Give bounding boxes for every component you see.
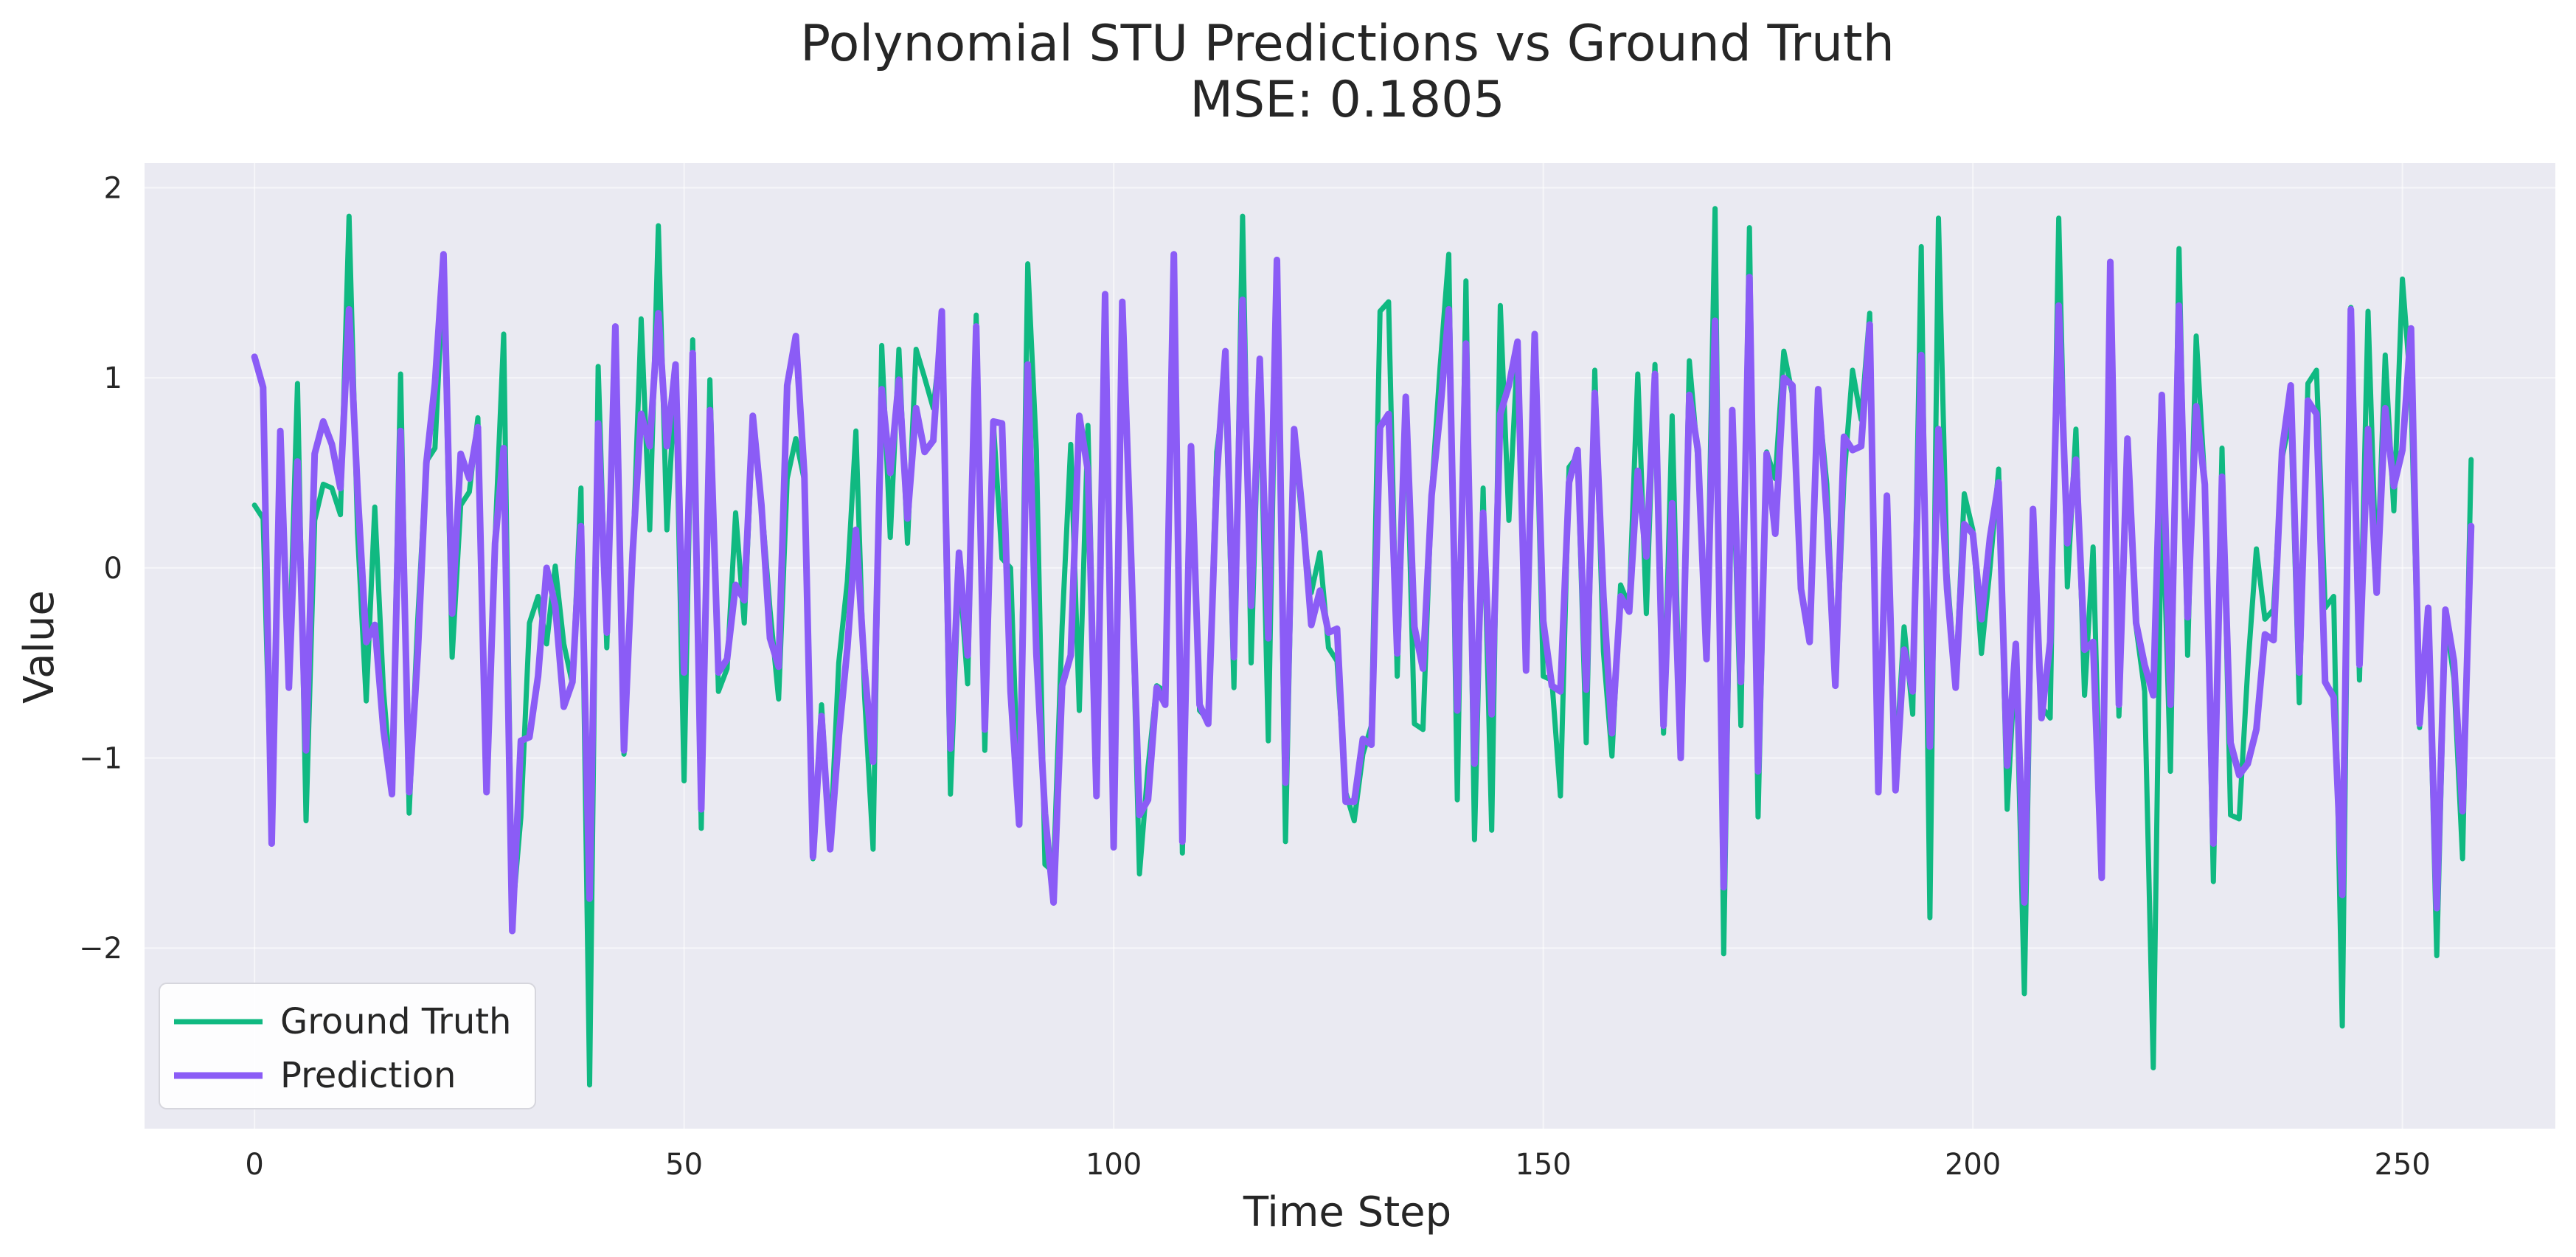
legend: Ground Truth Prediction bbox=[159, 983, 536, 1109]
x-tick-label: 150 bbox=[1515, 1148, 1571, 1182]
y-tick-label: −2 bbox=[79, 932, 122, 966]
y-tick-label: 1 bbox=[104, 361, 122, 395]
x-tick-label: 250 bbox=[2374, 1148, 2430, 1182]
x-tick-label: 50 bbox=[665, 1148, 703, 1182]
chart-title-line: Polynomial STU Predictions vs Ground Tru… bbox=[800, 15, 1895, 73]
x-tick-label: 100 bbox=[1086, 1148, 1142, 1182]
y-tick-label: −1 bbox=[79, 742, 122, 776]
x-tick-label: 0 bbox=[245, 1148, 263, 1182]
y-tick-label: 0 bbox=[104, 552, 122, 586]
y-axis-label: Value bbox=[15, 590, 63, 704]
prediction-line bbox=[251, 251, 2475, 935]
chart-title: Polynomial STU Predictions vs Ground Tru… bbox=[800, 15, 1895, 129]
legend-ground-truth-label: Ground Truth bbox=[280, 1001, 511, 1042]
y-tick-label: 2 bbox=[104, 171, 122, 205]
x-tick-label: 200 bbox=[1945, 1148, 2001, 1182]
series-lines bbox=[251, 206, 2475, 1088]
x-axis-label: Time Step bbox=[1243, 1188, 1451, 1236]
legend-prediction-label: Prediction bbox=[280, 1055, 456, 1096]
chart-subtitle-line: MSE: 0.1805 bbox=[1190, 71, 1504, 129]
axis-ticks: 0 50 100 150 200 250 2 1 0 −1 −2 bbox=[79, 171, 2431, 1182]
